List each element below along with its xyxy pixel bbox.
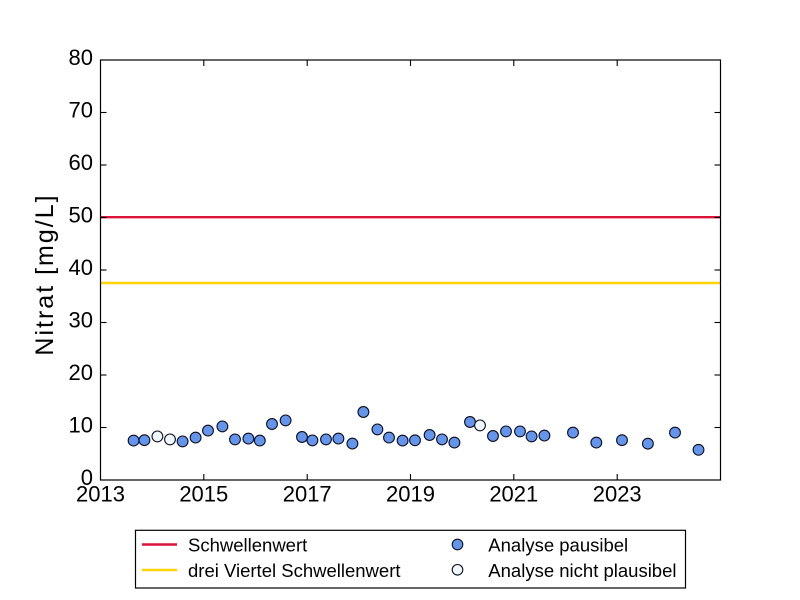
- svg-text:2015: 2015: [179, 482, 228, 507]
- svg-text:30: 30: [69, 308, 93, 333]
- svg-text:2023: 2023: [593, 482, 642, 507]
- svg-text:2019: 2019: [386, 482, 435, 507]
- svg-text:40: 40: [69, 255, 93, 280]
- svg-text:Schwellenwert: Schwellenwert: [188, 534, 307, 555]
- svg-text:80: 80: [69, 45, 93, 70]
- svg-text:Nitrat [mg/L]: Nitrat [mg/L]: [31, 193, 59, 355]
- svg-text:Analyse nicht plausibel: Analyse nicht plausibel: [488, 560, 676, 581]
- svg-text:Analyse pausibel: Analyse pausibel: [488, 534, 628, 555]
- svg-text:0: 0: [81, 465, 93, 490]
- svg-text:50: 50: [69, 203, 93, 228]
- svg-text:2021: 2021: [489, 482, 538, 507]
- svg-text:60: 60: [69, 150, 93, 175]
- svg-text:10: 10: [69, 413, 93, 438]
- svg-text:drei Viertel Schwellenwert: drei Viertel Schwellenwert: [188, 560, 401, 581]
- svg-text:2017: 2017: [283, 482, 332, 507]
- svg-text:2013: 2013: [76, 482, 125, 507]
- svg-text:20: 20: [69, 360, 93, 385]
- svg-text:70: 70: [69, 98, 93, 123]
